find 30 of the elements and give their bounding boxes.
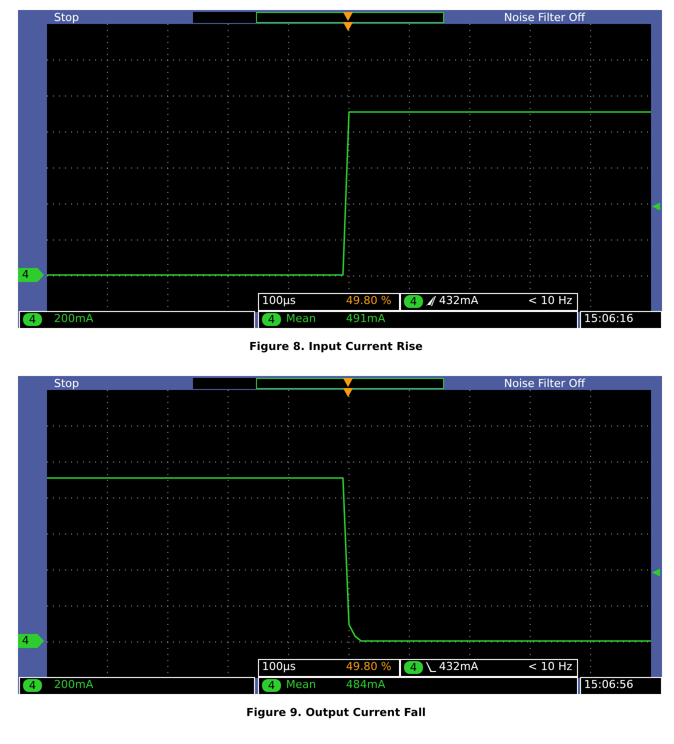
text: 200mA [54, 312, 94, 325]
text: 4 [268, 679, 275, 692]
text: 4 [22, 268, 29, 282]
text: 15:06:16 [584, 312, 634, 325]
text: Noise Filter Off [504, 377, 585, 390]
text: 4 [22, 634, 29, 648]
text: 4 [29, 679, 36, 692]
text: 49.80 % [346, 660, 392, 673]
text: 491mA [346, 312, 386, 325]
text: 432mA [439, 294, 478, 307]
text: 4 [410, 661, 417, 674]
text: Mean [286, 312, 316, 325]
text: < 10 Hz [528, 660, 572, 673]
text: Stop [54, 11, 80, 24]
text: 49.80 % [346, 294, 392, 307]
text: 4 [410, 295, 417, 308]
text: 484mA [346, 678, 386, 691]
text: 432mA [439, 660, 478, 673]
text: 4 [29, 313, 36, 326]
text: Mean [286, 678, 316, 691]
text: < 10 Hz [528, 294, 572, 307]
text: 100µs [262, 294, 296, 307]
text: 4 [268, 313, 275, 326]
text: 200mA [54, 678, 94, 691]
text: Noise Filter Off [504, 11, 585, 24]
text: Figure 9. Output Current Fall [245, 706, 427, 719]
text: 100µs [262, 660, 296, 673]
text: 15:06:56 [584, 678, 634, 691]
text: Figure 8. Input Current Rise [248, 340, 424, 353]
text: Stop [54, 377, 80, 390]
